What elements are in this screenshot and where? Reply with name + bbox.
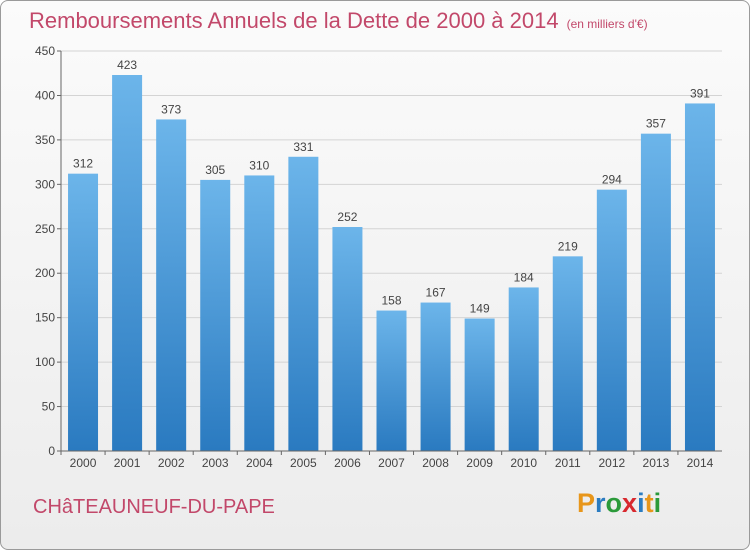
bar	[112, 75, 143, 451]
bar	[464, 318, 495, 451]
x-tick-label: 2005	[290, 456, 317, 470]
y-tick-label: 200	[35, 266, 55, 280]
bar-value-label: 331	[293, 140, 313, 154]
bar-value-label: 391	[690, 86, 710, 100]
commune-name: CHâTEAUNEUF-DU-PAPE	[33, 496, 275, 518]
bar	[68, 173, 99, 451]
x-tick-label: 2004	[246, 456, 273, 470]
bar	[376, 310, 407, 451]
logo-letter: t	[644, 488, 654, 518]
bar	[640, 133, 671, 451]
y-tick-label: 100	[35, 355, 55, 369]
chart-title: Remboursements Annuels de la Dette de 20…	[29, 8, 648, 34]
bar	[288, 156, 319, 451]
bar-value-label: 252	[337, 210, 357, 224]
bar-value-label: 312	[73, 157, 93, 171]
chart-unit: (en milliers d'€)	[566, 17, 648, 31]
y-tick-label: 300	[35, 177, 55, 191]
x-tick-label: 2000	[70, 456, 97, 470]
y-tick-label: 150	[35, 311, 55, 325]
x-tick-label: 2011	[555, 456, 581, 470]
y-tick-label: 350	[35, 133, 55, 147]
x-tick-label: 2010	[510, 456, 537, 470]
logo-letter: i	[653, 488, 662, 518]
proxiti-logo: Proxiti	[577, 488, 661, 519]
bar-value-label: 373	[161, 102, 181, 116]
bar	[420, 302, 451, 451]
x-tick-label: 2012	[598, 456, 625, 470]
x-tick-label: 2007	[378, 456, 405, 470]
bar-value-label: 158	[381, 294, 401, 308]
bar-value-label: 294	[602, 173, 622, 187]
bar-value-label: 219	[558, 239, 578, 253]
logo-letter: r	[595, 488, 606, 518]
x-tick-label: 2008	[422, 456, 449, 470]
y-tick-label: 250	[35, 222, 55, 236]
x-tick-label: 2001	[114, 456, 141, 470]
bar	[508, 287, 539, 451]
x-tick-label: 2014	[687, 456, 714, 470]
y-tick-label: 400	[35, 88, 55, 102]
bar	[684, 103, 715, 451]
bar-value-label: 423	[117, 58, 137, 72]
logo-letter: x	[622, 488, 638, 518]
bar	[244, 175, 275, 451]
bar-value-label: 167	[426, 286, 446, 300]
bar-value-label: 149	[470, 302, 490, 316]
x-tick-label: 2013	[643, 456, 670, 470]
x-tick-label: 2006	[334, 456, 361, 470]
bar	[332, 227, 363, 451]
y-tick-label: 450	[35, 44, 55, 58]
x-tick-label: 2002	[158, 456, 185, 470]
x-tick-label: 2003	[202, 456, 229, 470]
chart-title-text: Remboursements Annuels de la Dette de 20…	[29, 8, 559, 33]
bar	[156, 119, 187, 451]
bar-value-label: 310	[249, 158, 269, 172]
x-tick-label: 2009	[466, 456, 493, 470]
bar-value-label: 184	[514, 270, 534, 284]
bar-value-label: 357	[646, 117, 666, 131]
logo-letter: i	[637, 488, 645, 518]
logo-letter: P	[577, 488, 596, 518]
logo-letter: o	[605, 488, 623, 518]
y-tick-label: 50	[42, 400, 56, 414]
y-tick-label: 0	[48, 444, 55, 458]
bar	[596, 189, 627, 451]
bar	[552, 256, 583, 451]
bar	[200, 179, 231, 451]
bar-value-label: 305	[205, 163, 225, 177]
